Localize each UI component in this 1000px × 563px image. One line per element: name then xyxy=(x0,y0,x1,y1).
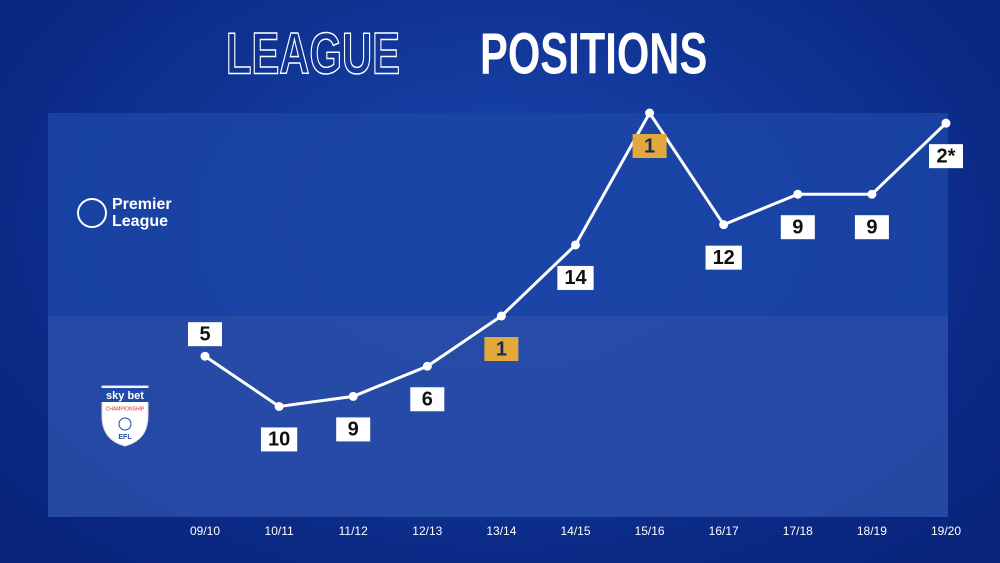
x-tick-label: 10/11 xyxy=(265,524,294,538)
value-label-box xyxy=(410,387,445,412)
logo-text: CHAMPIONSHIP xyxy=(106,406,145,412)
x-tick-label: 12/13 xyxy=(412,524,442,538)
value-label: 1 xyxy=(644,135,655,157)
point xyxy=(941,118,951,128)
x-tick-label: 09/10 xyxy=(190,524,220,538)
x-tick-label: 16/17 xyxy=(709,524,739,538)
value-label-box xyxy=(557,265,594,290)
value-label-box xyxy=(336,417,371,442)
point xyxy=(867,189,877,199)
point xyxy=(200,351,210,361)
x-tick-label: 17/18 xyxy=(783,524,813,538)
x-tick-label: 14/15 xyxy=(560,524,590,538)
value-label: 10 xyxy=(268,429,290,451)
logo-text: EFL xyxy=(118,434,132,441)
point xyxy=(571,240,580,250)
value-label: 2* xyxy=(937,145,956,167)
title-outline: LEAGUE xyxy=(226,21,400,86)
value-label: 9 xyxy=(348,419,359,441)
logo-ball xyxy=(118,417,132,431)
championship-logo: sky bet CHAMPIONSHIP EFL xyxy=(100,385,150,447)
value-label-box xyxy=(780,215,815,240)
logo-text: sky bet xyxy=(106,390,144,402)
point xyxy=(422,361,432,371)
value-label-box xyxy=(929,144,963,169)
point xyxy=(793,189,803,199)
value-label: 12 xyxy=(713,247,735,269)
x-tick-label: 13/14 xyxy=(486,524,516,538)
x-tick-label: 15/16 xyxy=(635,524,665,538)
value-label: 6 xyxy=(422,389,433,411)
value-label-box xyxy=(484,337,519,361)
point xyxy=(274,401,284,411)
point xyxy=(719,220,729,230)
logo-bar xyxy=(100,388,150,402)
x-tick-label: 11/12 xyxy=(339,524,368,538)
title-solid: POSITIONS xyxy=(480,21,707,86)
pl-crest xyxy=(77,198,107,228)
point xyxy=(348,391,358,401)
value-label: 1 xyxy=(496,338,507,360)
point xyxy=(496,311,506,321)
value-label: 9 xyxy=(792,216,803,238)
point xyxy=(645,108,655,118)
x-tick-label: 19/20 xyxy=(931,524,961,538)
value-label-box xyxy=(632,134,667,158)
value-label-box xyxy=(705,245,742,270)
value-label-box xyxy=(260,427,298,452)
league-band xyxy=(48,113,948,316)
value-label: 14 xyxy=(564,267,587,289)
value-label: 9 xyxy=(866,216,877,238)
value-label-box xyxy=(188,322,222,347)
premier-league-logo: Premier League xyxy=(112,196,172,230)
value-label: 5 xyxy=(199,323,210,345)
x-tick-label: 18/19 xyxy=(857,524,887,538)
value-label-box xyxy=(854,215,889,240)
